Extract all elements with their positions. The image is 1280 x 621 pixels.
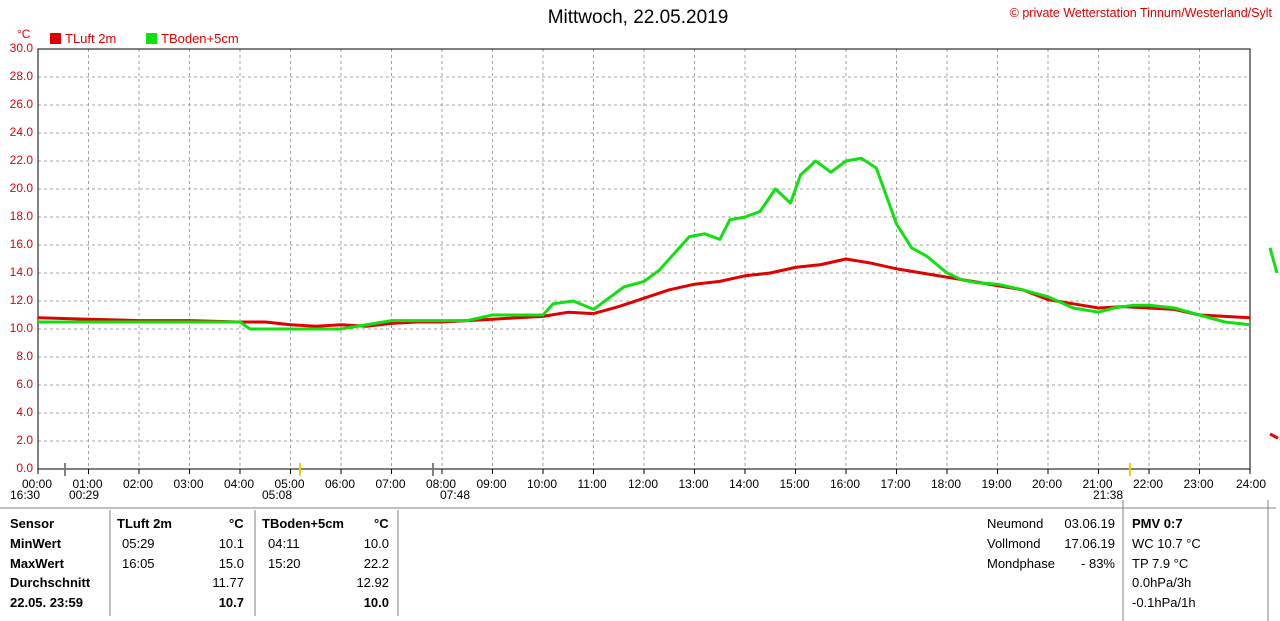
series-line-tluft bbox=[37, 257, 1251, 328]
table-header-col1-unit: °C bbox=[229, 516, 244, 531]
y-tick-label: 8.0 bbox=[16, 349, 33, 363]
row-value: 15.0 bbox=[218, 556, 244, 571]
x-tick-label: 11:00 bbox=[577, 477, 607, 491]
moon-value: 17.06.19 bbox=[1064, 536, 1115, 551]
x-tick-label: 00:00 bbox=[22, 477, 53, 491]
x-tick-label: 03:00 bbox=[173, 477, 204, 491]
table-header-col1: TLuft 2m bbox=[117, 516, 172, 531]
series-line-tboden bbox=[38, 156, 1251, 331]
x-tick-label: 23:00 bbox=[1183, 477, 1214, 491]
x-tick-label: 07:00 bbox=[375, 477, 406, 491]
edge-mark-tluft bbox=[1269, 432, 1279, 440]
row-label: Durchschnitt bbox=[10, 575, 91, 590]
legend-item-tluft: TLuft 2m bbox=[50, 31, 116, 46]
pmv-line: TP 7.9 °C bbox=[1132, 556, 1189, 571]
x-tick-label: 24:00 bbox=[1236, 477, 1267, 491]
chart-grid bbox=[37, 49, 1251, 474]
row-time: 16:05 bbox=[122, 556, 155, 571]
copyright-note: © private Wetterstation Tinnum/Westerlan… bbox=[1009, 6, 1272, 20]
pmv-line: -0.1hPa/1h bbox=[1132, 595, 1196, 610]
legend-item-tboden: TBoden+5cm bbox=[146, 31, 239, 46]
y-tick-label: 10.0 bbox=[9, 321, 33, 335]
x-tick-label: 18:00 bbox=[931, 477, 962, 491]
x-tick-label: 22:00 bbox=[1133, 477, 1164, 491]
row-value: 10.1 bbox=[218, 536, 244, 551]
x-tick-label: 04:00 bbox=[224, 477, 255, 491]
chart-series bbox=[37, 156, 1251, 331]
y-tick-label: 2.0 bbox=[16, 433, 33, 447]
x-tick-label: 10:00 bbox=[527, 477, 558, 491]
y-tick-label: 22.0 bbox=[9, 153, 33, 167]
legend-label-tluft: TLuft 2m bbox=[65, 31, 117, 46]
moon-label: Neumond bbox=[987, 516, 1044, 531]
x-tick-label: 05:00 bbox=[274, 477, 305, 491]
x-tick-label: 08:00 bbox=[426, 477, 457, 491]
x-tick-label: 19:00 bbox=[981, 477, 1012, 491]
row-time: 04:11 bbox=[268, 536, 300, 551]
row-value: 11.77 bbox=[212, 575, 244, 590]
row-value: 10.0 bbox=[363, 536, 389, 551]
y-tick-label: 20.0 bbox=[9, 181, 33, 195]
y-axis-unit: °C bbox=[17, 27, 31, 41]
x-tick-label: 13:00 bbox=[678, 477, 709, 491]
y-tick-label: 30.0 bbox=[9, 41, 33, 55]
x-tick-label: 14:00 bbox=[729, 477, 760, 491]
y-tick-label: 4.0 bbox=[16, 405, 33, 419]
x-tick-label: 17:00 bbox=[880, 477, 911, 491]
row-time: 15:20 bbox=[268, 556, 301, 571]
x-tick-label: 02:00 bbox=[123, 477, 154, 491]
plot-frame bbox=[37, 48, 1251, 470]
y-tick-label: 18.0 bbox=[9, 209, 33, 223]
marker-sunrise: 05:08 bbox=[262, 488, 293, 502]
pmv-line: 0.0hPa/3h bbox=[1132, 575, 1192, 590]
y-tick-label: 0.0 bbox=[16, 461, 33, 475]
table-header-sensor: Sensor bbox=[10, 516, 55, 531]
marker-moonrise: 00:29 bbox=[69, 488, 100, 502]
table-header-col2: TBoden+5cm bbox=[262, 516, 344, 531]
right-edge-marks bbox=[64, 247, 1279, 476]
moon-value: 03.06.19 bbox=[1064, 516, 1115, 531]
x-tick-label: 09:00 bbox=[476, 477, 507, 491]
pmv-line: PMV 0:7 bbox=[1132, 516, 1183, 531]
x-tick-label: 12:00 bbox=[628, 477, 659, 491]
x-tick-label: 15:00 bbox=[779, 477, 810, 491]
y-tick-label: 12.0 bbox=[9, 293, 33, 307]
x-tick-label: 06:00 bbox=[325, 477, 356, 491]
y-tick-label: 26.0 bbox=[9, 97, 33, 111]
row-label: 22.05. 23:59 bbox=[10, 595, 84, 610]
row-value: 12.92 bbox=[356, 575, 389, 590]
x-tick-label: 16:00 bbox=[830, 477, 861, 491]
marker-sunset: 21:38 bbox=[1093, 488, 1124, 502]
legend-swatch-tluft bbox=[50, 33, 61, 44]
edge-mark-tboden bbox=[1268, 247, 1279, 274]
legend-swatch-tboden bbox=[146, 33, 157, 44]
y-tick-label: 24.0 bbox=[9, 125, 33, 139]
y-tick-label: 28.0 bbox=[9, 69, 33, 83]
row-label: MaxWert bbox=[10, 556, 64, 571]
legend-label-tboden: TBoden+5cm bbox=[161, 31, 239, 46]
table-dividers bbox=[0, 500, 1276, 621]
row-value: 10.0 bbox=[363, 595, 389, 610]
pmv-line: WC 10.7 °C bbox=[1132, 536, 1201, 551]
x-tick-label: 01:00 bbox=[72, 477, 103, 491]
y-tick-label: 6.0 bbox=[16, 377, 33, 391]
x-tick-label: 20:00 bbox=[1032, 477, 1063, 491]
moon-label: Mondphase bbox=[987, 556, 1055, 571]
chart-title: Mittwoch, 22.05.2019 bbox=[547, 7, 729, 28]
row-value: 10.7 bbox=[218, 595, 244, 610]
row-label: MinWert bbox=[10, 536, 62, 551]
marker-left-time: 16:30 bbox=[10, 488, 41, 502]
row-value: 22.2 bbox=[363, 556, 389, 571]
moon-label: Vollmond bbox=[987, 536, 1041, 551]
y-tick-label: 14.0 bbox=[9, 265, 33, 279]
row-time: 05:29 bbox=[122, 536, 155, 551]
marker-moonset: 07:48 bbox=[440, 488, 471, 502]
moon-value: - 83% bbox=[1081, 556, 1115, 571]
y-tick-label: 16.0 bbox=[9, 237, 33, 251]
x-tick-label: 21:00 bbox=[1082, 477, 1113, 491]
table-header-col2-unit: °C bbox=[374, 516, 389, 531]
